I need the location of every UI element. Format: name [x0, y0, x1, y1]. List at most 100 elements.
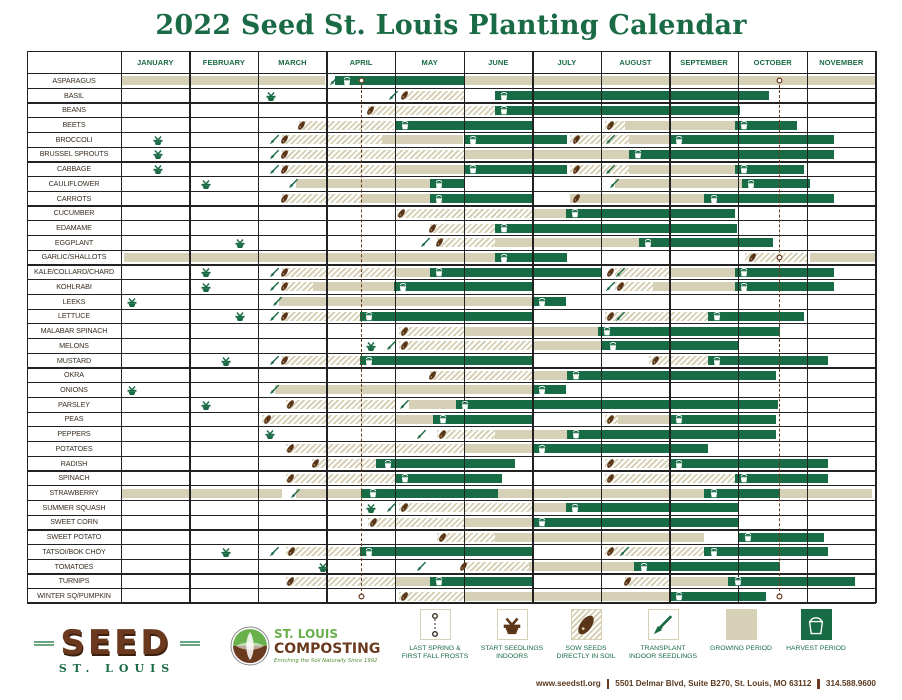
harvest-period-bar	[741, 179, 811, 189]
harvest-period-bar	[532, 444, 708, 454]
bucket-icon	[738, 472, 750, 484]
seedling-pot-icon	[264, 428, 276, 440]
row-divider	[27, 529, 876, 531]
seed-icon	[296, 119, 308, 131]
crop-label: STRAWBERRY	[49, 488, 99, 498]
crop-label: OKRA	[64, 370, 84, 380]
row-divider	[27, 264, 876, 266]
growing-period-bar	[652, 282, 735, 292]
crop-label: PARSLEY	[58, 399, 90, 409]
bucket-icon	[673, 134, 685, 146]
svg-text:ST. LOUIS: ST. LOUIS	[274, 627, 338, 641]
sow-period-bar	[604, 459, 670, 469]
bucket-icon	[732, 575, 744, 587]
trowel-icon	[268, 546, 280, 558]
crop-label: MUSTARD	[56, 355, 92, 365]
bucket-icon	[467, 163, 479, 175]
seedling-pot-icon	[126, 384, 138, 396]
sow-period-bar	[398, 326, 464, 336]
row-divider	[27, 279, 876, 281]
crop-label: BEANS	[62, 105, 86, 115]
bucket-icon	[569, 502, 581, 514]
sow-period-bar	[464, 105, 495, 115]
harvest-period-bar	[565, 503, 739, 513]
trowel-icon	[615, 310, 627, 322]
sow-period-bar	[429, 223, 495, 233]
row-divider	[27, 455, 876, 457]
bucket-icon	[382, 458, 394, 470]
sow-period-bar	[261, 414, 396, 424]
seed-icon	[399, 340, 411, 352]
bucket-icon	[367, 487, 379, 499]
harvest-period-bar	[638, 238, 773, 248]
bucket-icon	[711, 355, 723, 367]
legend-label: TRANSPLANT INDOOR SEEDLINGS	[629, 645, 697, 661]
crop-label: KALE/COLLARD/CHARD	[33, 267, 115, 277]
seed-st-louis-logo: SEED SEED ST. LOUIS	[34, 623, 200, 675]
growing-period-bar	[395, 414, 434, 424]
last-spring-frost-line	[360, 80, 362, 596]
bucket-icon	[341, 75, 353, 87]
bucket-icon	[642, 237, 654, 249]
bucket-icon	[536, 516, 548, 528]
harvest-period-bar	[669, 591, 766, 601]
seed-icon	[279, 266, 291, 278]
legend-harvest-period: HARVEST PERIOD	[776, 609, 856, 653]
row-divider	[27, 146, 876, 148]
column-divider	[463, 51, 465, 603]
crop-label: PEAS	[64, 414, 84, 424]
bucket-icon	[536, 384, 548, 396]
sow-period-bar	[625, 576, 670, 586]
trowel-icon	[385, 340, 397, 352]
growing-period-bar	[464, 444, 533, 454]
trowel-icon	[268, 310, 280, 322]
seed-icon	[426, 369, 438, 381]
bucket-icon	[498, 252, 510, 264]
bucket-icon	[498, 222, 510, 234]
legend-frost: LAST SPRING & FIRST FALL FROSTS	[395, 609, 475, 662]
sow-period-bar	[614, 267, 670, 277]
crop-label: BROCCOLI	[55, 134, 93, 144]
crop-label: TATSOI/BOK CHOY	[42, 546, 106, 556]
harvest-period-bar	[494, 223, 738, 233]
trowel-icon	[289, 487, 301, 499]
crop-label: WINTER SQ/PUMPKIN	[37, 591, 111, 601]
row-divider	[27, 293, 876, 295]
growing-period-bar	[394, 267, 430, 277]
seedling-pot-icon	[126, 296, 138, 308]
sow-period-bar	[285, 444, 464, 454]
seedling-pot-icon	[365, 502, 377, 514]
seed-icon	[279, 134, 291, 146]
bucket-icon	[433, 575, 445, 587]
harvest-period-bar	[532, 385, 566, 395]
seedling-pot-icon	[200, 399, 212, 411]
trowel-icon	[605, 163, 617, 175]
footer-website[interactable]: www.seedstl.org	[536, 679, 601, 689]
column-divider	[532, 51, 534, 603]
crop-label: LEEKS	[62, 296, 86, 306]
harvest-period-bar	[429, 576, 533, 586]
legend-label: SOW SEEDS DIRECTLY IN SOIL	[556, 645, 616, 661]
row-divider	[27, 205, 876, 207]
frost-marker-icon	[774, 252, 786, 264]
growing-period-bar	[409, 400, 456, 410]
footer-phone: 314.588.9600	[825, 679, 876, 689]
row-divider	[27, 161, 876, 163]
seed-icon	[279, 193, 291, 205]
bucket-icon	[433, 266, 445, 278]
harvest-period-bar	[734, 267, 835, 277]
seedling-pot-icon	[220, 355, 232, 367]
growing-period-bar	[121, 76, 326, 86]
trowel-icon	[618, 546, 630, 558]
harvest-period-bar	[704, 194, 835, 204]
sow-period-bar	[282, 356, 360, 366]
growing-period-bar	[625, 120, 735, 130]
harvest-period-bar	[707, 311, 804, 321]
bucket-icon	[708, 546, 720, 558]
bucket-icon	[738, 119, 750, 131]
growing-period-bar	[614, 179, 742, 189]
harvest-period-bar	[359, 311, 533, 321]
harvest-period-bar	[734, 120, 797, 130]
crop-label: ONIONS	[60, 384, 88, 394]
footer-address: 5501 Delmar Blvd, Suite B270, St. Louis,…	[615, 679, 812, 689]
